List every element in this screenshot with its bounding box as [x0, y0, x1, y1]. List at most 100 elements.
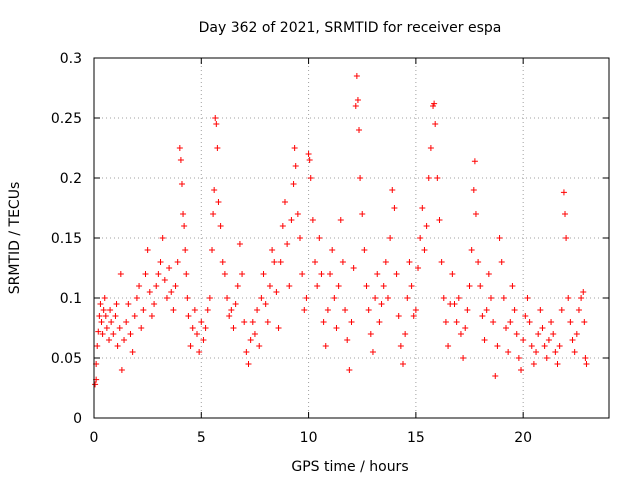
data-point — [221, 271, 228, 277]
data-point — [539, 325, 546, 331]
data-point — [110, 331, 117, 337]
data-point — [487, 295, 494, 301]
data-point — [427, 145, 434, 151]
data-point — [543, 355, 550, 361]
data-point — [472, 211, 479, 217]
data-point — [548, 319, 555, 325]
data-point — [174, 259, 181, 265]
data-point — [342, 307, 349, 313]
data-point — [535, 331, 542, 337]
data-point — [194, 331, 200, 337]
data-point — [264, 319, 271, 325]
data-point — [339, 259, 346, 265]
data-point — [107, 307, 114, 313]
data-point — [210, 211, 217, 217]
x-tick-label: 20 — [514, 430, 532, 446]
data-point — [182, 247, 189, 253]
plot-frame — [93, 57, 610, 419]
data-point — [438, 259, 445, 265]
data-point — [284, 241, 291, 247]
data-point — [239, 271, 246, 277]
data-point — [331, 295, 338, 301]
data-point — [123, 319, 130, 325]
data-point — [365, 307, 372, 313]
data-point — [471, 158, 478, 165]
chart-title: Day 362 of 2021, SRMTID for receiver esp… — [199, 20, 502, 36]
data-point — [526, 319, 533, 325]
data-point — [515, 355, 522, 361]
data-point — [136, 283, 143, 289]
data-point — [462, 325, 469, 331]
data-point — [354, 97, 361, 103]
data-point — [209, 247, 216, 253]
data-point — [249, 319, 256, 325]
data-point — [232, 301, 239, 307]
data-point — [380, 283, 387, 289]
data-point — [146, 289, 153, 295]
y-tick-label: 0.3 — [60, 51, 82, 67]
data-point — [273, 289, 280, 295]
data-point — [206, 295, 213, 301]
data-point — [567, 319, 574, 325]
data-point — [419, 205, 426, 211]
data-point — [177, 157, 184, 163]
x-tick-label: 15 — [407, 430, 425, 446]
data-point — [121, 337, 128, 343]
data-point — [103, 325, 110, 331]
data-point — [513, 331, 520, 337]
data-point — [230, 325, 237, 331]
data-point — [389, 187, 396, 193]
data-point — [563, 235, 570, 241]
data-point — [431, 100, 438, 107]
data-point — [496, 235, 503, 241]
data-point — [372, 295, 379, 301]
data-point — [479, 313, 486, 319]
data-point — [490, 319, 497, 325]
data-point — [344, 337, 351, 343]
data-point — [97, 301, 104, 307]
data-point — [442, 319, 449, 325]
data-point — [569, 337, 576, 343]
data-point — [281, 199, 288, 205]
data-point — [432, 121, 439, 127]
data-point — [133, 295, 140, 301]
data-point — [243, 349, 250, 355]
data-point — [369, 349, 376, 355]
data-point — [395, 313, 402, 319]
data-point — [202, 325, 209, 331]
y-tick-labels: 0 0.05 0.1 0.15 0.2 0.25 0.3 — [51, 51, 82, 427]
data-point — [558, 307, 565, 313]
data-point — [562, 211, 569, 217]
data-point — [359, 211, 366, 217]
data-point — [106, 337, 113, 343]
data-point — [361, 247, 368, 253]
data-point — [470, 187, 477, 193]
data-point — [236, 241, 243, 247]
data-point — [258, 295, 265, 301]
data-point — [393, 271, 400, 277]
data-point — [102, 313, 109, 319]
data-point — [337, 217, 344, 223]
data-point — [400, 361, 406, 367]
data-point — [415, 265, 422, 271]
data-point — [352, 103, 359, 109]
data-point — [260, 271, 267, 277]
data-point — [157, 259, 164, 265]
data-point — [286, 283, 293, 289]
data-point — [172, 283, 179, 289]
data-point — [346, 367, 353, 373]
data-point — [477, 283, 484, 289]
data-point — [578, 295, 585, 301]
data-point — [219, 259, 226, 265]
data-point — [301, 307, 308, 313]
data-point — [101, 295, 108, 301]
data-point — [144, 247, 151, 253]
data-point — [552, 349, 559, 355]
x-tick-label: 0 — [90, 430, 99, 446]
data-point — [184, 295, 191, 301]
data-point — [537, 307, 544, 313]
data-point — [271, 259, 278, 265]
data-point — [159, 235, 166, 241]
data-point — [402, 331, 409, 337]
